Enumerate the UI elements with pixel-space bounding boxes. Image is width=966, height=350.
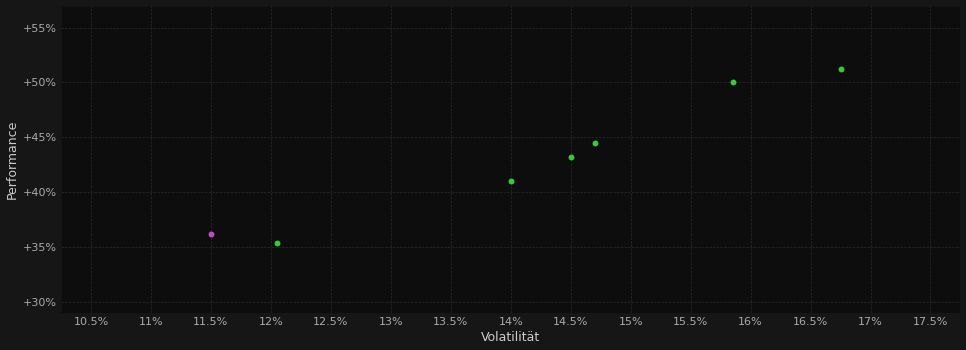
- Point: [270, 240, 285, 246]
- Point: [503, 178, 519, 184]
- Point: [833, 66, 848, 72]
- Y-axis label: Performance: Performance: [6, 120, 18, 199]
- Point: [587, 140, 603, 146]
- Point: [563, 154, 579, 160]
- X-axis label: Volatilität: Volatilität: [481, 331, 540, 344]
- Point: [724, 80, 740, 85]
- Point: [203, 231, 218, 237]
